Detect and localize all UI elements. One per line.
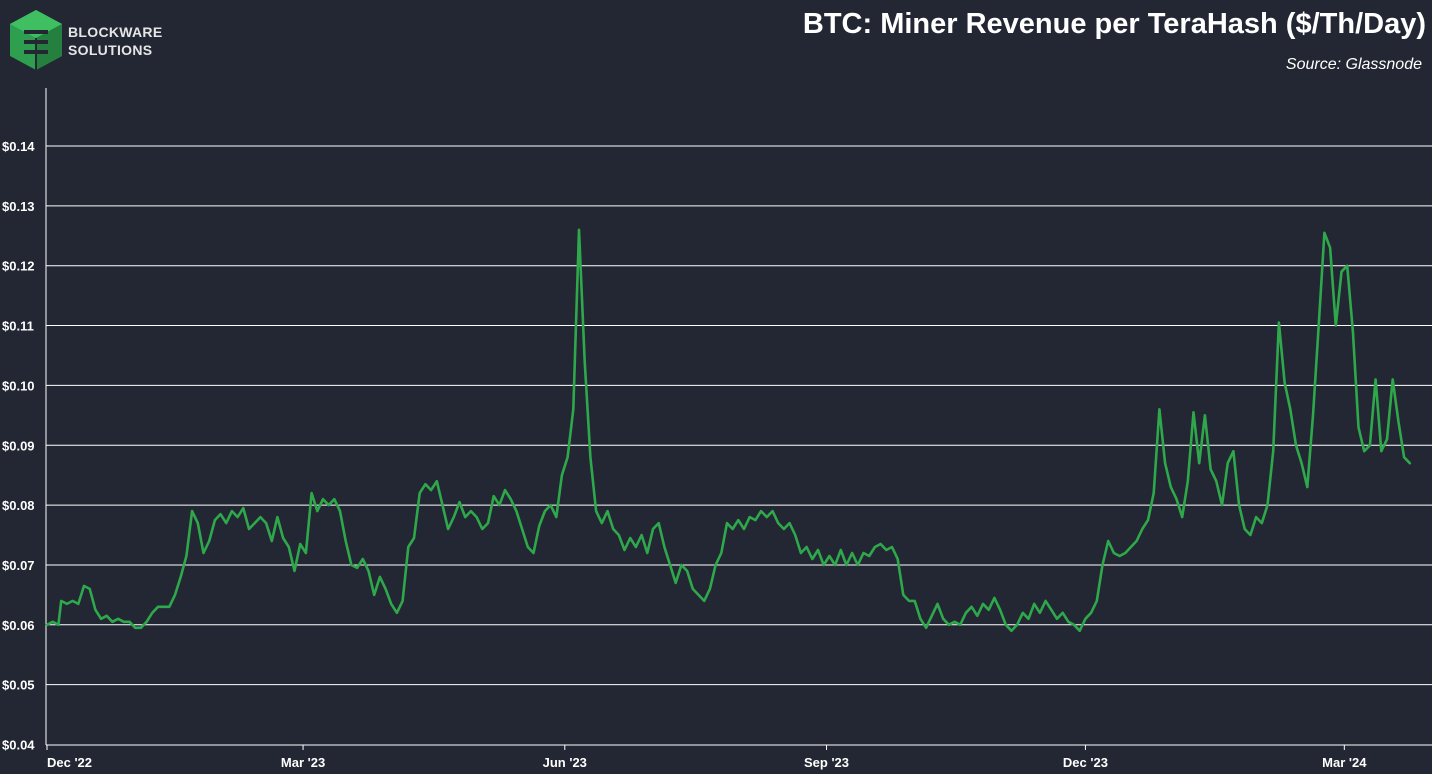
y-tick-label: $0.10 [2, 378, 35, 393]
y-tick-label: $0.14 [2, 139, 35, 154]
blockware-cube-icon [10, 10, 62, 70]
y-tick-label: $0.07 [2, 558, 35, 573]
blockware-logo: BLOCKWARE SOLUTIONS [8, 8, 178, 74]
x-tick-label: Jun '23 [543, 755, 587, 770]
y-tick-label: $0.04 [2, 738, 35, 753]
brand-line1: BLOCKWARE [68, 24, 163, 40]
x-tick-label: Mar '23 [281, 755, 325, 770]
y-tick-label: $0.12 [2, 259, 35, 274]
y-tick-labels: $0.04 $0.05 $0.06 $0.07 $0.08 $0.09 $0.10 $0.11… [2, 139, 35, 753]
series-line [45, 228, 1412, 633]
gridlines [46, 145, 1432, 686]
x-tick-label: Sep '23 [804, 755, 849, 770]
x-tick-label: Mar '24 [1322, 755, 1367, 770]
y-tick-label: $0.05 [2, 678, 35, 693]
y-tick-label: $0.08 [2, 498, 35, 513]
x-tick-label: Dec '22 [47, 755, 92, 770]
x-tick-label: Dec '23 [1063, 755, 1108, 770]
brand-line2: SOLUTIONS [68, 42, 153, 58]
y-tick-label: $0.06 [2, 618, 35, 633]
y-tick-label: $0.11 [2, 319, 34, 334]
y-tick-label: $0.09 [2, 438, 35, 453]
x-tick-labels: Dec '22 Mar '23 Jun '23 Sep '23 Dec '23 Mar '… [46, 745, 1367, 770]
chart-source: Source: Glassnode [1285, 56, 1422, 73]
y-tick-label: $0.13 [2, 199, 35, 214]
chart-title: BTC: Miner Revenue per TeraHash ($/Th/Da… [802, 8, 1426, 40]
